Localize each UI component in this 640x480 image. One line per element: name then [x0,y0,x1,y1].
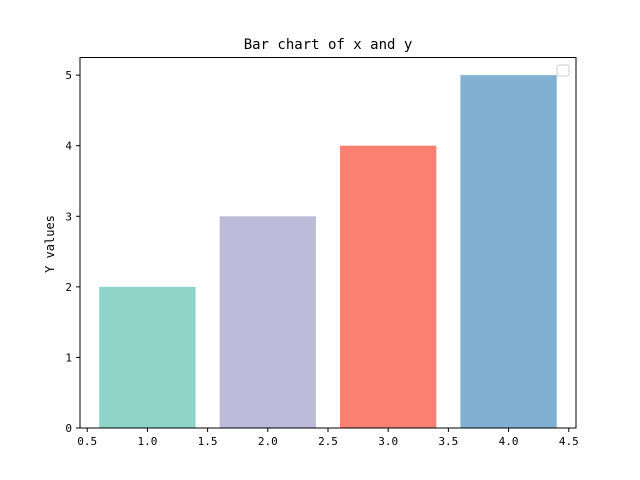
y-tick-label: 4 [65,140,72,153]
x-tick-label: 3.5 [438,435,458,448]
x-tick-label: 4.5 [559,435,579,448]
x-tick-label: 3.0 [378,435,398,448]
x-tick-label: 2.5 [318,435,338,448]
y-tick-label: 2 [65,281,72,294]
legend-box [556,64,570,77]
x-tick-label: 4.0 [499,435,519,448]
bar-2 [219,216,316,428]
y-tick-label: 0 [65,422,72,435]
x-tick-label: 1.5 [198,435,218,448]
x-axis-ticks: 0.5 1.0 1.5 2.0 2.5 3.0 3.5 4.0 4.5 [77,428,579,448]
x-tick-label: 2.0 [258,435,278,448]
y-axis-label: Y values [43,215,57,273]
bar-3 [340,145,437,428]
x-tick-label: 1.0 [137,435,157,448]
bar-1 [99,286,196,428]
chart-title: Bar chart of x and y [244,37,413,53]
plot-frame [79,57,577,429]
y-tick-label: 1 [65,351,72,364]
bars-group [99,75,557,429]
y-axis-ticks: 0 1 2 3 4 5 [65,69,80,435]
y-tick-label: 3 [65,210,72,223]
bar-4 [460,75,557,429]
y-tick-label: 5 [65,69,72,82]
x-tick-label: 0.5 [77,435,97,448]
